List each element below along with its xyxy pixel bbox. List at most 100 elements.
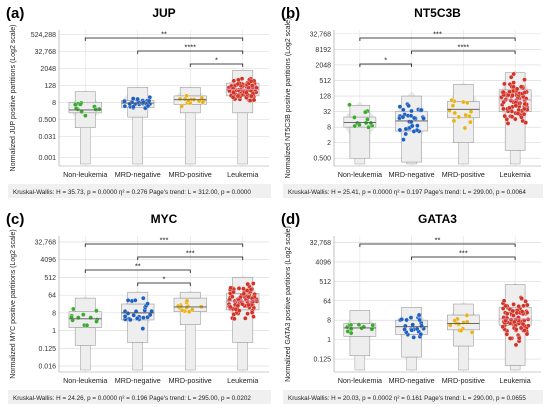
chart-title: NT5C3B (414, 6, 461, 20)
significance-bracket (137, 256, 244, 260)
data-point (521, 303, 526, 309)
data-point (518, 84, 524, 90)
data-point (397, 127, 403, 133)
lower-tail-box (406, 356, 417, 371)
data-point (370, 322, 376, 328)
y-tick-label: 4096 (40, 257, 56, 264)
data-point (462, 125, 468, 131)
data-point (397, 104, 403, 109)
data-point (402, 327, 407, 332)
data-point (410, 322, 415, 327)
data-point (83, 113, 88, 118)
data-point (125, 298, 131, 303)
data-point (403, 126, 409, 132)
data-point (251, 281, 256, 286)
upper-box (453, 303, 474, 316)
data-point (131, 313, 136, 318)
data-point (408, 119, 414, 125)
data-point (248, 78, 254, 84)
y-axis-label: Normalized JUP positive partitions (Log2… (10, 25, 17, 172)
data-point (406, 103, 411, 109)
x-tick-label: MRD-negative (115, 376, 161, 385)
chart-panel-2: (b) NT5C3B 0.500 2 8 32 128 512 2048 8192 32,768 No… (281, 5, 543, 198)
data-point (403, 131, 408, 137)
data-point (184, 298, 190, 304)
data-point (130, 96, 136, 101)
data-point (521, 111, 527, 117)
data-point (73, 102, 78, 107)
data-point (94, 308, 99, 314)
data-point (231, 289, 236, 295)
data-point (230, 86, 236, 92)
stats-text: Kruskal-Wallis: H = 35.73, p = 0.0000 η²… (13, 189, 251, 196)
data-point (456, 321, 461, 327)
y-tick-label: 32,768 (310, 31, 332, 38)
data-point (525, 317, 531, 322)
data-point (411, 115, 417, 121)
significance-label: *** (459, 249, 468, 258)
data-point (522, 328, 527, 333)
data-point (468, 109, 474, 114)
data-point (251, 314, 256, 319)
data-point (251, 97, 257, 103)
data-point (237, 308, 242, 313)
x-tick-label: MRD-positive (169, 376, 212, 385)
x-tick-label: MRD-positive (442, 170, 485, 179)
data-point (401, 107, 406, 113)
y-tick-label: 64 (323, 298, 331, 305)
chart-title: MYC (151, 212, 178, 226)
data-point (464, 313, 470, 318)
data-point (501, 89, 506, 95)
lower-box (349, 126, 371, 159)
data-point (465, 100, 470, 106)
significance-label: *** (186, 249, 195, 258)
data-point (347, 102, 352, 108)
y-tick-label: 8192 (315, 47, 331, 54)
data-point (522, 106, 527, 112)
y-tick-label: 1 (327, 337, 331, 344)
data-point (516, 335, 522, 341)
data-point (348, 326, 354, 332)
y-tick-label: 32,768 (310, 240, 332, 247)
x-tick-label: MRD-negative (389, 170, 435, 179)
data-point (240, 301, 245, 307)
data-point (122, 314, 128, 319)
data-point (502, 113, 507, 119)
stats-text: Kruskal-Wallis: H = 25.41, p = 0.0000 η²… (288, 189, 526, 196)
significance-label: ** (135, 262, 141, 271)
significance-bracket (411, 50, 516, 54)
data-point (417, 317, 422, 323)
data-point (141, 315, 146, 320)
data-point (250, 299, 256, 304)
data-point (450, 103, 456, 108)
lower-tail-box (80, 345, 91, 371)
y-tick-label: 32 (323, 109, 331, 116)
data-point (516, 304, 521, 309)
data-point (245, 311, 250, 316)
data-point (348, 322, 354, 328)
data-point (147, 312, 153, 318)
data-point (231, 78, 237, 84)
data-point (125, 311, 131, 316)
x-tick-label: MRD-positive (169, 170, 212, 179)
data-point (522, 101, 528, 107)
data-point (511, 84, 516, 90)
stats-box (8, 184, 271, 198)
lower-tail-box (132, 342, 143, 371)
y-tick-label: 8 (327, 125, 331, 132)
data-point (507, 336, 513, 341)
x-tick-label: MRD-negative (115, 170, 161, 179)
y-tick-label: 512 (319, 279, 331, 286)
data-point (131, 104, 136, 110)
significance-label: * (215, 56, 218, 65)
data-point (419, 107, 424, 113)
significance-bracket (359, 63, 413, 67)
y-tick-label: 512 (319, 78, 331, 85)
data-point (458, 328, 464, 333)
y-axis-label: Normalized GATA3 positive partitions (Lo… (285, 226, 292, 382)
data-point (522, 77, 527, 82)
data-point (69, 314, 74, 320)
data-point (451, 118, 457, 124)
lower-tail-box (237, 342, 248, 371)
y-tick-label: 1 (52, 328, 56, 335)
